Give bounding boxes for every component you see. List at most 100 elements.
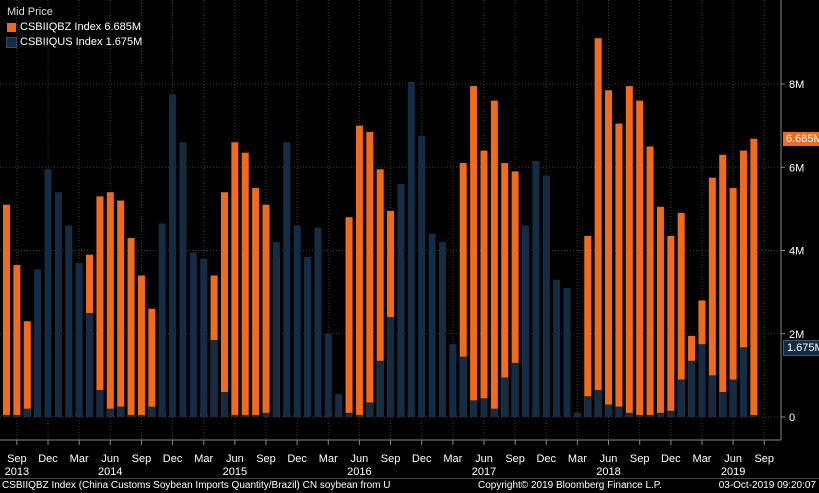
bar-us	[34, 269, 42, 417]
bar-us	[636, 414, 644, 417]
bar-brazil	[584, 235, 592, 417]
bar-brazil	[366, 131, 374, 417]
bar-us	[96, 389, 104, 417]
x-tick-label: Mar	[319, 453, 338, 465]
x-tick-year: 2015	[223, 466, 247, 478]
x-tick-label: Sep	[256, 453, 276, 465]
bar-us	[44, 169, 52, 417]
bar-brazil	[719, 154, 727, 417]
bar-us	[573, 412, 581, 417]
bar-brazil	[594, 38, 602, 418]
x-tick-label: Dec	[536, 453, 556, 465]
bar-us	[272, 242, 280, 417]
y-tick-label: 4M	[789, 246, 804, 258]
bar-us	[252, 414, 260, 417]
bar-brazil	[511, 171, 519, 417]
x-tick-label: Jun	[351, 453, 369, 465]
x-tick-label: Dec	[163, 453, 183, 465]
bar-us	[106, 408, 114, 417]
y-tick-label: 6M	[789, 162, 804, 174]
bar-brazil	[615, 123, 623, 417]
bar-us	[428, 233, 436, 417]
bar-brazil	[636, 100, 644, 418]
bar-us	[438, 242, 446, 417]
bar-us	[719, 392, 727, 417]
footer-copyright: Copyright© 2019 Bloomberg Finance L.P.	[478, 480, 662, 491]
bar-us	[511, 362, 519, 417]
bar-brazil	[231, 142, 239, 417]
bar-us	[522, 225, 529, 417]
bar-us	[667, 410, 675, 417]
bar-us	[75, 262, 83, 417]
x-tick-year: 2016	[347, 466, 371, 478]
footer-timestamp: 03-Oct-2019 09:20:07	[718, 480, 816, 491]
bar-brazil	[355, 125, 363, 417]
bar-brazil	[23, 321, 31, 417]
bar-us	[335, 394, 343, 417]
y-axis: 0 2M 4M 6M 8M	[780, 0, 804, 440]
bar-brazil	[3, 204, 10, 417]
bar-brazil	[127, 238, 135, 417]
y-tick-label: 8M	[789, 79, 804, 91]
bar-us	[86, 312, 94, 417]
legend-label-us: CSBIIQUS Index 1.675M	[20, 36, 143, 48]
x-tick-label: Mar	[194, 453, 213, 465]
bar-us	[293, 225, 301, 417]
y-tick-label: 0	[789, 412, 795, 424]
x-tick-label: Jun	[226, 453, 244, 465]
bar-brazil	[459, 163, 467, 417]
bar-brazil	[646, 146, 654, 417]
bar-us	[615, 406, 623, 417]
bar-us	[65, 225, 73, 417]
bar-us	[210, 339, 218, 417]
x-tick-label: Jun	[101, 453, 119, 465]
bar-brazil	[739, 150, 747, 417]
bar-brazil	[480, 150, 488, 417]
bar-us	[304, 256, 312, 417]
bar-brazil	[96, 196, 104, 417]
bar-us	[677, 379, 685, 417]
x-tick-label: Jun	[475, 453, 493, 465]
bar-us	[490, 408, 498, 417]
bar-us	[459, 356, 467, 417]
x-tick-year: 2013	[5, 466, 29, 478]
bar-us	[584, 396, 592, 417]
bar-brazil	[137, 275, 145, 417]
x-tick-label: Dec	[661, 453, 681, 465]
y-tick-label: 2M	[789, 329, 804, 341]
bar-brazil	[220, 192, 228, 417]
bar-brazil	[729, 188, 737, 417]
bar-brazil	[708, 177, 716, 417]
bar-brazil	[241, 152, 249, 417]
bar-us	[117, 406, 125, 417]
bar-us	[407, 81, 415, 417]
legend-swatch-us	[6, 37, 17, 48]
bar-brazil	[490, 100, 498, 418]
bar-us	[241, 414, 249, 417]
x-tick-year: 2018	[596, 466, 620, 478]
bar-us	[127, 414, 135, 417]
bar-us	[688, 360, 696, 417]
bar-us	[449, 344, 457, 417]
x-tick-label: Sep	[381, 453, 401, 465]
bar-us	[553, 279, 561, 417]
x-tick-label: Mar	[443, 453, 462, 465]
bar-us	[625, 412, 633, 417]
legend-swatch-brazil	[7, 23, 16, 32]
bar-brazil	[605, 90, 613, 418]
bar-us	[387, 317, 395, 417]
legend: Mid Price CSBIIQBZ Index 6.685M CSBIIQUS…	[3, 5, 142, 50]
bar-us	[345, 412, 353, 417]
x-tick-label: Jun	[600, 453, 618, 465]
last-value-tag-brazil: 6.685M	[783, 131, 819, 146]
bar-brazil	[677, 213, 685, 417]
legend-title: Mid Price	[7, 6, 53, 18]
bar-brazil	[667, 235, 675, 417]
bar-brazil	[148, 308, 156, 417]
bar-us	[283, 142, 291, 417]
legend-item-brazil: CSBIIQBZ Index 6.685M	[3, 20, 142, 35]
bar-us	[708, 375, 716, 417]
x-tick-label: Sep	[505, 453, 525, 465]
bar-us	[148, 406, 156, 417]
